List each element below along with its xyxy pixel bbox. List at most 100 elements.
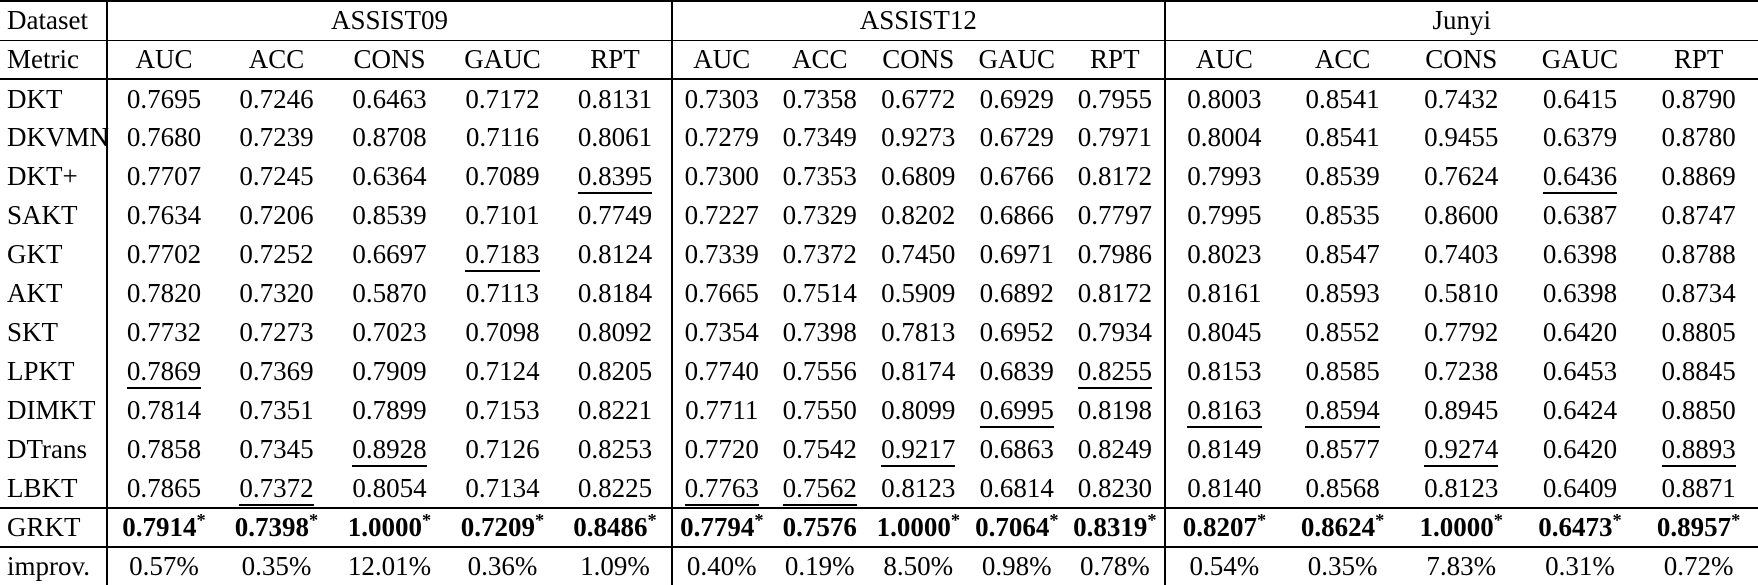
metric-value: 0.8593 bbox=[1305, 278, 1380, 308]
metric-value: 0.8845 bbox=[1661, 356, 1736, 386]
metric-value: 0.8253 bbox=[559, 430, 674, 469]
metric-value: 0.6398 bbox=[1542, 239, 1618, 269]
metric-value: 0.7792 bbox=[1424, 317, 1499, 347]
metric-value: 0.7227 bbox=[684, 200, 759, 230]
metric-value: 0.7858 bbox=[126, 434, 202, 464]
second-best-value: 0.8255 bbox=[1077, 356, 1152, 389]
metric-value: 0.7126 bbox=[465, 434, 540, 464]
metric-value: 0.8850 bbox=[1661, 395, 1736, 425]
metric-value: 0.7432 bbox=[1424, 83, 1499, 114]
metric-value: 0.6772 bbox=[881, 83, 956, 114]
metric-value: 0.8747 bbox=[1661, 200, 1736, 230]
model-row-grkt: GRKT 0.7914* 0.7398* 1.0000* 0.7209* 0.8486* 0… bbox=[0, 507, 1758, 548]
metric-header-junyi-rpt: RPT bbox=[1639, 40, 1758, 80]
metric-value: 0.7183 bbox=[446, 235, 559, 274]
significance-asterisk: * bbox=[1256, 510, 1267, 530]
metric-value: 0.8539 bbox=[352, 200, 427, 230]
group-header-assist12: ASSIST12 bbox=[672, 1, 1166, 41]
metric-corner-label: Metric bbox=[0, 40, 108, 80]
significance-asterisk: * bbox=[1731, 510, 1741, 530]
model-row-skt: SKT 0.7732 0.7273 0.7023 0.7098 0.8092 0.7354 0… bbox=[0, 313, 1758, 352]
metric-value: 0.8594 bbox=[1283, 391, 1402, 430]
metric-value: 0.8163 bbox=[1165, 391, 1284, 430]
best-value: 0.7209* bbox=[446, 507, 559, 548]
metric-value: 0.6379 bbox=[1542, 122, 1618, 152]
metric-value: 0.6424 bbox=[1542, 395, 1618, 425]
metric-value: 0.7550 bbox=[782, 395, 857, 425]
metric-value: 0.8945 bbox=[1424, 395, 1499, 425]
metric-value: 0.7450 bbox=[881, 239, 956, 269]
metric-value: 0.6436 bbox=[1521, 157, 1640, 196]
metric-value: 0.7273 bbox=[239, 317, 314, 347]
significance-asterisk: * bbox=[196, 510, 206, 530]
second-best-value: 0.7562 bbox=[782, 472, 857, 506]
metric-value: 0.8928 bbox=[333, 430, 446, 469]
best-value: 0.8957* bbox=[1639, 507, 1758, 548]
metric-value: 0.8153 bbox=[1187, 356, 1262, 386]
metric-value: 0.8172 bbox=[1066, 274, 1166, 313]
metric-value: 0.9273 bbox=[881, 122, 956, 152]
metric-value: 0.7089 bbox=[465, 161, 540, 191]
metric-value: 0.7665 bbox=[684, 278, 759, 308]
metric-value: 0.7514 bbox=[782, 278, 857, 308]
metric-value: 0.7098 bbox=[465, 317, 540, 347]
metric-value: 0.7023 bbox=[352, 317, 427, 347]
metric-value: 0.8249 bbox=[1066, 430, 1166, 469]
dataset-header-row: Dataset ASSIST09 ASSIST12 Junyi bbox=[0, 1, 1758, 41]
model-name-lbkt: LBKT bbox=[0, 469, 108, 508]
metric-value: 0.7820 bbox=[126, 278, 202, 308]
best-value: 0.8486* bbox=[559, 507, 674, 548]
metric-value: 0.8099 bbox=[881, 395, 956, 425]
metric-value: 0.6866 bbox=[979, 200, 1054, 230]
model-name-dimkt: DIMKT bbox=[0, 391, 108, 430]
metric-value: 0.7749 bbox=[559, 196, 674, 235]
metric-value: 0.7339 bbox=[684, 239, 759, 269]
significance-asterisk: * bbox=[422, 510, 432, 530]
metric-value: 0.7562 bbox=[771, 469, 870, 508]
improvement-value: 8.50% bbox=[883, 551, 954, 581]
metric-value: 0.8174 bbox=[881, 356, 956, 386]
improvement-value: 0.54% bbox=[1189, 551, 1260, 581]
metric-value: 0.8054 bbox=[352, 472, 427, 503]
metric-value: 0.8869 bbox=[1661, 161, 1736, 191]
metric-value: 0.6364 bbox=[352, 161, 427, 191]
metric-value: 0.6463 bbox=[352, 83, 427, 114]
metric-value: 0.7934 bbox=[1066, 313, 1166, 352]
metric-value: 0.6415 bbox=[1542, 83, 1618, 114]
metric-value: 0.8790 bbox=[1661, 83, 1736, 114]
metric-value: 0.7955 bbox=[1066, 79, 1166, 118]
improvement-value: 0.31% bbox=[1545, 551, 1615, 581]
metric-value: 0.7245 bbox=[239, 161, 314, 191]
metric-value: 0.6420 bbox=[1542, 434, 1618, 464]
second-best-value: 0.8395 bbox=[577, 161, 653, 194]
metric-value: 0.6952 bbox=[979, 317, 1054, 347]
metric-value: 0.7813 bbox=[881, 317, 956, 347]
improvement-value: 0.36% bbox=[467, 551, 538, 581]
model-row-dkvmn: DKVMN 0.7680 0.7239 0.8708 0.7116 0.8061 0.727… bbox=[0, 118, 1758, 157]
metric-value: 0.7732 bbox=[126, 317, 202, 347]
model-row-lpkt: LPKT 0.7869 0.7369 0.7909 0.7124 0.8205 0.7740… bbox=[0, 352, 1758, 391]
best-value: 0.7794* bbox=[672, 507, 771, 548]
metric-value: 0.8547 bbox=[1305, 239, 1380, 269]
model-name-dkt: DKT bbox=[0, 79, 108, 118]
metric-value: 0.7763 bbox=[672, 469, 771, 508]
metric-value: 0.6729 bbox=[979, 122, 1054, 152]
improvement-row: improv. 0.57% 0.35% 12.01% 0.36% 1.09% 0.40% 0.… bbox=[0, 547, 1758, 585]
metric-value: 0.7971 bbox=[1066, 118, 1166, 157]
metric-value: 0.6814 bbox=[979, 472, 1054, 503]
metric-value: 0.8123 bbox=[1424, 472, 1499, 503]
improvement-value: 0.78% bbox=[1066, 547, 1166, 585]
metric-value: 0.7634 bbox=[126, 200, 202, 230]
improvement-value: 0.72% bbox=[1663, 551, 1734, 581]
best-value: 1.0000* bbox=[869, 507, 968, 548]
metric-value: 0.7909 bbox=[352, 356, 427, 386]
metric-value: 0.6863 bbox=[979, 434, 1054, 464]
model-row-dkt+: DKT+ 0.7707 0.7245 0.6364 0.7089 0.8395 0.7300… bbox=[0, 157, 1758, 196]
metric-value: 0.7134 bbox=[465, 472, 540, 503]
metric-value: 0.8003 bbox=[1187, 83, 1262, 114]
metric-value: 0.7172 bbox=[465, 83, 540, 114]
metric-header-junyi-auc: AUC bbox=[1164, 40, 1284, 80]
metric-value: 0.6398 bbox=[1542, 278, 1618, 308]
metric-value: 0.8535 bbox=[1305, 200, 1380, 230]
metric-value: 0.6892 bbox=[979, 278, 1054, 308]
